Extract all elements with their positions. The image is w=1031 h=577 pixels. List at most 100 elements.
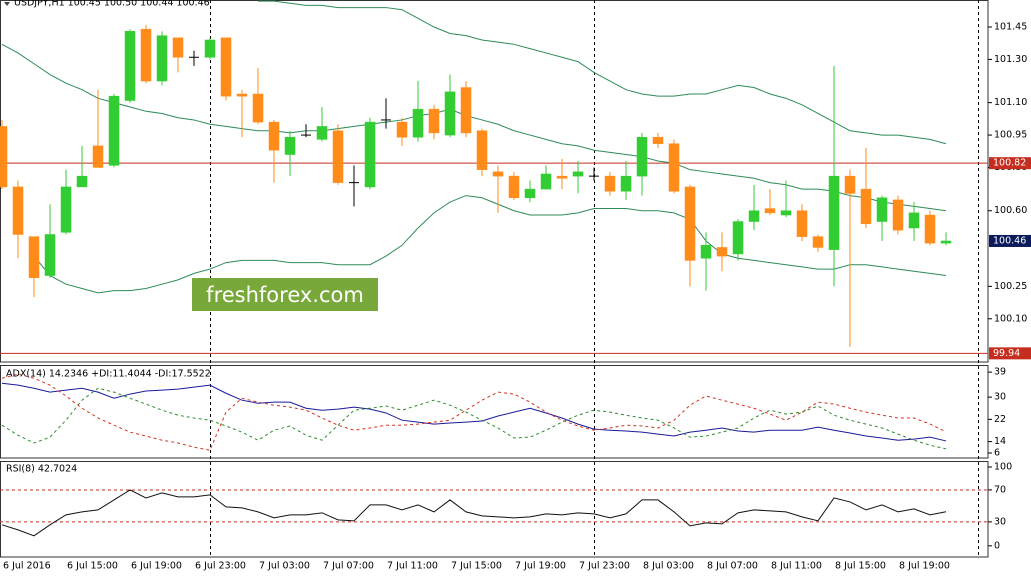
x-tick-label: 7 Jul 11:00 — [387, 561, 438, 572]
candle-body — [364, 121, 376, 188]
x-tick-label: 7 Jul 15:00 — [451, 561, 502, 572]
candle-body — [556, 175, 568, 179]
candle-body — [572, 171, 584, 177]
candle-body — [876, 197, 888, 222]
candle-body — [428, 108, 440, 134]
candle-body — [636, 136, 648, 177]
candle-body — [908, 212, 920, 229]
candle-body — [396, 121, 408, 138]
y-tick-label: 6 — [994, 448, 1000, 459]
candle-body — [140, 28, 152, 82]
candle-body — [44, 234, 56, 276]
rsi-title: RSI(8) 42.7024 — [6, 464, 77, 475]
candle-body — [748, 210, 760, 222]
candle-body — [780, 210, 792, 216]
candle-body — [124, 31, 136, 101]
candle-body — [492, 171, 504, 177]
x-tick-label: 6 Jul 2016 — [3, 561, 51, 572]
y-tick-label: 39 — [994, 367, 1006, 378]
y-tick-label: 30 — [994, 392, 1006, 403]
candle-body — [460, 87, 472, 134]
y-tick-label: 101.30 — [994, 54, 1027, 65]
price-level-box — [989, 347, 1031, 360]
x-tick-label: 6 Jul 15:00 — [67, 561, 118, 572]
panel-1 — [1, 373, 947, 451]
watermark-box — [192, 278, 378, 311]
candle-body — [620, 175, 632, 192]
adx-frame — [0, 365, 989, 459]
candle-body — [60, 186, 72, 233]
y-tick-label: 30 — [994, 516, 1006, 527]
candle-body — [764, 208, 776, 214]
x-tick-label: 7 Jul 23:00 — [579, 561, 630, 572]
y-tick-label: 0 — [994, 540, 1000, 551]
candle-body — [828, 175, 840, 250]
symbol-icon — [4, 2, 10, 6]
candle-body — [844, 175, 856, 194]
candle-body — [476, 130, 488, 170]
panel-2 — [0, 489, 988, 537]
x-tick-label: 8 Jul 07:00 — [707, 561, 758, 572]
candle-body — [28, 236, 40, 278]
price-level-box — [989, 157, 1031, 170]
y-tick-label: 101.10 — [994, 97, 1027, 108]
candle-body — [284, 136, 296, 155]
indicator-line — [1, 387, 947, 450]
candle-body — [812, 236, 824, 248]
x-tick-label: 7 Jul 07:00 — [323, 561, 374, 572]
candle-body — [700, 245, 712, 259]
candle-body — [92, 145, 104, 168]
last-price-box — [989, 234, 1031, 247]
candle-body — [796, 210, 808, 237]
plot-layer — [0, 0, 988, 537]
candle-body — [684, 186, 696, 261]
indicator-line — [1, 489, 947, 537]
x-tick-label: 6 Jul 19:00 — [131, 561, 182, 572]
candle-body — [604, 175, 616, 192]
candle-body — [732, 221, 744, 255]
candle-body — [0, 126, 8, 188]
y-tick-label: 22 — [994, 414, 1006, 425]
candle-body — [444, 91, 456, 136]
candle-body — [108, 95, 120, 166]
chart-title: USDJPY,H1 100.45 100.50 100.44 100.46 — [14, 0, 210, 9]
candle-body — [412, 108, 424, 138]
candle-body — [204, 39, 216, 58]
candle-body — [332, 130, 344, 183]
last-price-label: 100.46 — [993, 235, 1026, 246]
x-tick-label: 7 Jul 03:00 — [259, 561, 310, 572]
candle-body — [652, 136, 664, 144]
candle-body — [860, 188, 872, 224]
candle-body — [668, 143, 680, 192]
indicator-line — [1, 373, 947, 451]
y-tick-label: 100.10 — [994, 313, 1027, 324]
candle-body — [252, 93, 264, 123]
candle-body — [540, 173, 552, 190]
candle-body — [524, 188, 536, 198]
watermark: freshforex.com — [206, 283, 364, 307]
y-tick-label: 101.45 — [994, 22, 1027, 33]
candle-body — [172, 37, 184, 58]
y-tick-label: 100 — [994, 462, 1012, 473]
y-tick-label: 100.60 — [994, 205, 1027, 216]
indicator-line — [33, 195, 947, 294]
indicator-line — [258, 0, 947, 145]
x-tick-label: 8 Jul 11:00 — [771, 561, 822, 572]
candle-body — [236, 93, 248, 97]
y-tick-label: 100.25 — [994, 281, 1027, 292]
x-tick-label: 6 Jul 23:00 — [195, 561, 246, 572]
y-tick-label: 70 — [994, 484, 1006, 495]
y-tick-label: 100.95 — [994, 130, 1027, 141]
panel-0 — [0, 0, 988, 354]
candle-body — [156, 35, 168, 82]
x-tick-label: 8 Jul 15:00 — [835, 561, 886, 572]
candle-body — [220, 37, 232, 97]
candle-body — [316, 126, 328, 140]
price-level-label: 100.82 — [993, 158, 1026, 169]
candle-body — [12, 186, 24, 235]
candle-body — [924, 214, 936, 244]
indicator-line — [1, 382, 947, 442]
x-tick-label: 7 Jul 19:00 — [515, 561, 566, 572]
